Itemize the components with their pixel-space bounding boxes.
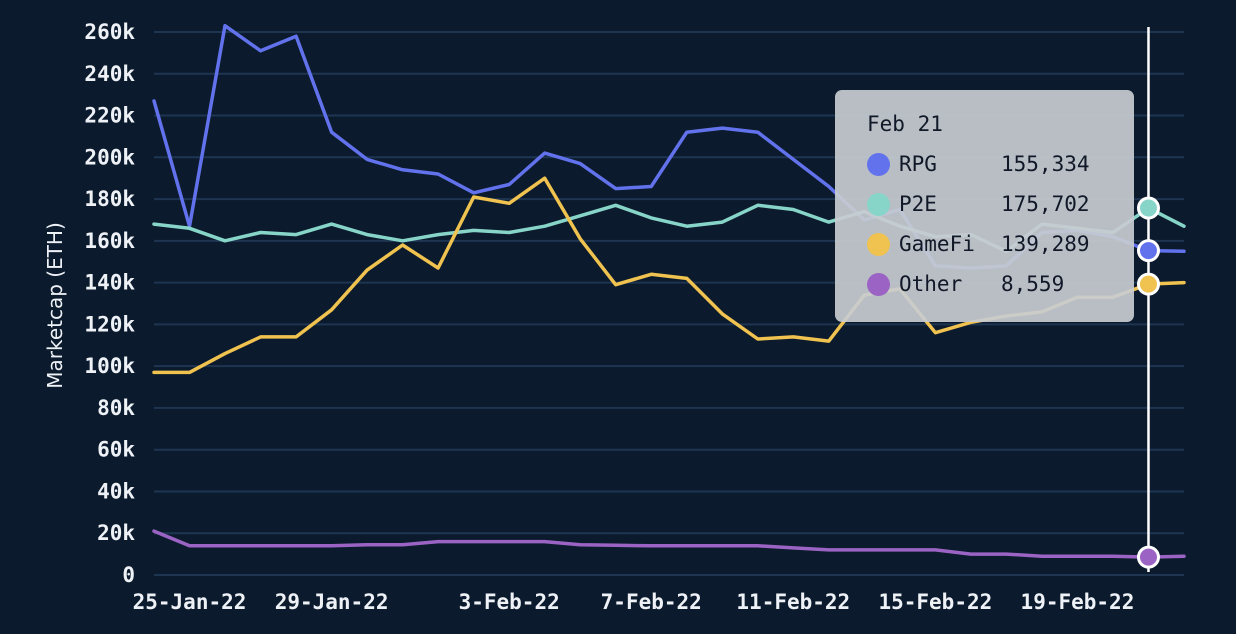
x-tick-label: 29-Jan-22 xyxy=(275,590,389,614)
tooltip-name-gamefi: GameFi xyxy=(899,232,975,256)
tooltip-date: Feb 21 xyxy=(867,112,943,136)
tooltip-row-other: Other 8,559 xyxy=(867,270,1127,300)
y-tick-label: 40k xyxy=(97,479,135,503)
y-tick-label: 60k xyxy=(97,438,135,462)
tooltip-row-gamefi: GameFi 139,289 xyxy=(867,230,1127,260)
tooltip-name-rpg: RPG xyxy=(899,152,937,176)
x-tick-label: 7-Feb-22 xyxy=(601,590,702,614)
chart-tooltip: Feb 21 RPG 155,334 P2E 175,702 GameFi 13… xyxy=(835,90,1134,322)
y-tick-label: 0 xyxy=(122,563,135,587)
series-line-other xyxy=(152,529,1186,559)
y-tick-label: 220k xyxy=(84,104,135,128)
y-tick-label: 80k xyxy=(97,396,135,420)
y-tick-label: 20k xyxy=(97,521,135,545)
tooltip-row-rpg: RPG 155,334 xyxy=(867,150,1127,180)
tooltip-swatch-other xyxy=(867,273,890,296)
y-axis-label: Marketcap (ETH) xyxy=(43,222,67,389)
tooltip-value-p2e: 175,702 xyxy=(1001,192,1090,216)
hover-marker-gamefi xyxy=(1136,272,1160,296)
x-tick-label: 25-Jan-22 xyxy=(133,590,247,614)
hover-marker-rpg xyxy=(1136,239,1160,263)
y-tick-label: 200k xyxy=(84,145,135,169)
y-tick-label: 120k xyxy=(84,312,135,336)
tooltip-value-other: 8,559 xyxy=(1001,272,1065,296)
x-tick-label: 3-Feb-22 xyxy=(459,590,560,614)
tooltip-swatch-gamefi xyxy=(867,233,890,256)
x-tick-label: 19-Feb-22 xyxy=(1021,590,1135,614)
tooltip-swatch-rpg xyxy=(867,153,890,176)
y-tick-label: 140k xyxy=(84,271,135,295)
hover-marker-p2e xyxy=(1136,196,1160,220)
x-tick-label: 11-Feb-22 xyxy=(736,590,850,614)
y-tick-label: 100k xyxy=(84,354,135,378)
hover-marker-other xyxy=(1136,545,1160,569)
tooltip-name-p2e: P2E xyxy=(899,192,937,216)
y-tick-label: 260k xyxy=(84,20,135,44)
tooltip-swatch-p2e xyxy=(867,193,890,216)
y-tick-label: 160k xyxy=(84,229,135,253)
y-tick-label: 240k xyxy=(84,62,135,86)
tooltip-value-rpg: 155,334 xyxy=(1001,152,1090,176)
x-tick-label: 15-Feb-22 xyxy=(878,590,992,614)
y-tick-label: 180k xyxy=(84,187,135,211)
tooltip-name-other: Other xyxy=(899,272,963,296)
tooltip-row-p2e: P2E 175,702 xyxy=(867,190,1127,220)
tooltip-value-gamefi: 139,289 xyxy=(1001,232,1090,256)
